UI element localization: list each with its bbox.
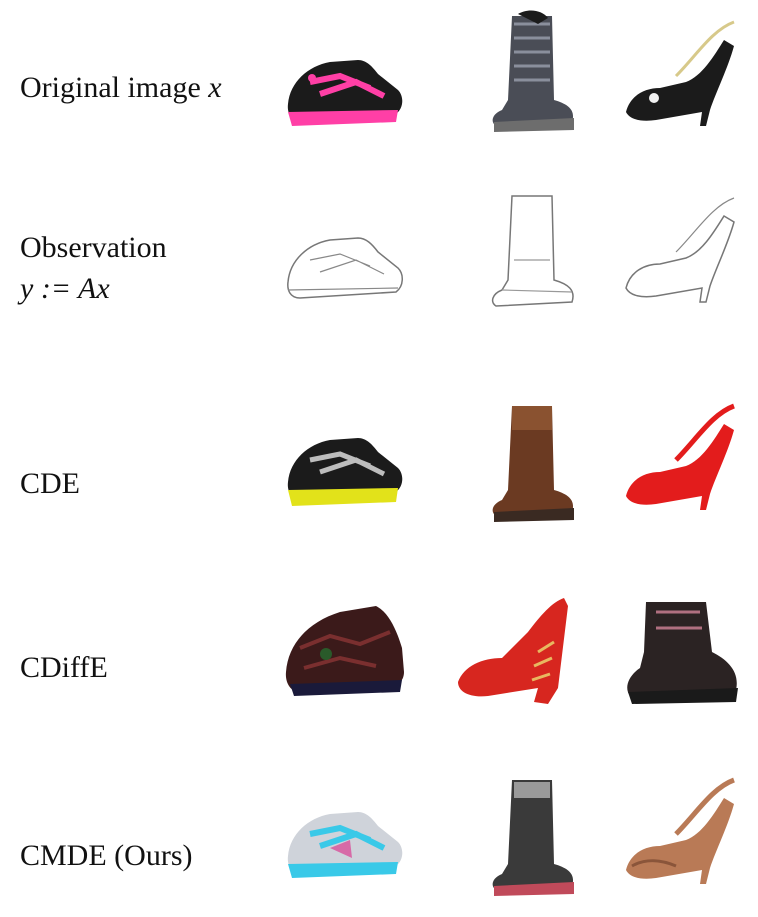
- boot-original: [468, 10, 598, 140]
- sneaker-original: [280, 22, 410, 152]
- sneaker-icon: [287, 237, 403, 299]
- boot-cmde: [468, 774, 598, 904]
- high-heel-icon: [458, 598, 568, 704]
- boot-cdiffe: [616, 592, 746, 722]
- row-label-cmde: CMDE (Ours): [20, 836, 193, 877]
- high-heel-icon: [626, 20, 735, 126]
- heel-cdiffe: [448, 592, 578, 722]
- boot-icon: [491, 195, 574, 307]
- boot-icon: [492, 406, 574, 522]
- label-math: y := Ax: [20, 271, 110, 305]
- heel-cmde: [616, 774, 746, 904]
- boot-icon: [492, 780, 574, 896]
- row-label-cde: CDE: [20, 464, 80, 505]
- heel-original: [616, 16, 746, 146]
- row-label-cdiffe: CDiffE: [20, 648, 108, 689]
- sneaker-icon: [287, 438, 403, 506]
- row-label-observation: Observation y := Ax: [20, 228, 167, 309]
- boot-sketch: [468, 190, 598, 320]
- label-text: CDE: [20, 467, 80, 500]
- high-heel-icon: [626, 403, 735, 510]
- sneaker-icon: [285, 606, 404, 696]
- sneaker-cde: [280, 400, 410, 530]
- sneaker-icon: [287, 60, 403, 126]
- label-text: CMDE (Ours): [20, 839, 193, 872]
- boot-icon: [492, 10, 574, 132]
- boot-icon: [627, 602, 738, 704]
- boot-cde: [468, 400, 598, 530]
- high-heel-icon: [625, 197, 735, 303]
- label-math: x: [208, 71, 222, 104]
- sneaker-cdiffe: [280, 588, 410, 718]
- label-text: CDiffE: [20, 651, 108, 684]
- row-label-original: Original image x: [20, 68, 222, 109]
- heel-sketch: [616, 192, 746, 322]
- sneaker-cmde: [280, 774, 410, 904]
- heel-cde: [616, 400, 746, 530]
- sneaker-sketch: [280, 200, 410, 330]
- sneaker-icon: [287, 812, 403, 878]
- label-text: Observation: [20, 231, 167, 264]
- high-heel-icon: [626, 777, 735, 884]
- label-text: Original image: [20, 71, 201, 104]
